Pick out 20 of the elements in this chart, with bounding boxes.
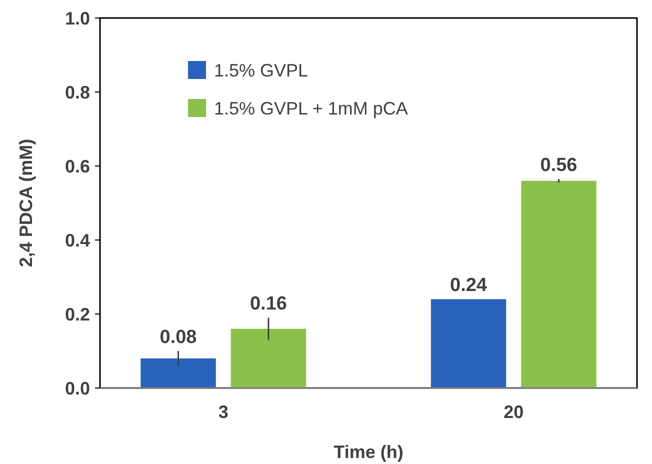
bar [230,328,306,388]
legend-label: 1.5% GVPL + 1mM pCA [214,98,408,118]
y-tick-label: 0.6 [64,156,90,176]
y-tick-label: 0.8 [64,82,90,102]
x-tick-label: 3 [218,402,228,422]
x-tick-label: 20 [504,402,524,422]
x-axis-title: Time (h) [334,442,404,462]
bar [430,299,506,388]
legend-label: 1.5% GVPL [214,60,308,80]
y-tick-label: 0.0 [64,378,90,398]
data-label: 0.16 [250,294,287,315]
data-label: 0.56 [540,154,578,176]
y-axis-title: 2,4 PDCA (mM) [16,138,36,268]
y-tick-label: 0.2 [64,304,90,324]
data-label: 0.08 [160,327,197,348]
y-tick-label: 1.0 [64,8,90,28]
data-label: 0.24 [450,275,488,296]
bar [521,180,596,388]
bar [140,358,216,388]
y-tick-label: 0.4 [64,230,90,250]
